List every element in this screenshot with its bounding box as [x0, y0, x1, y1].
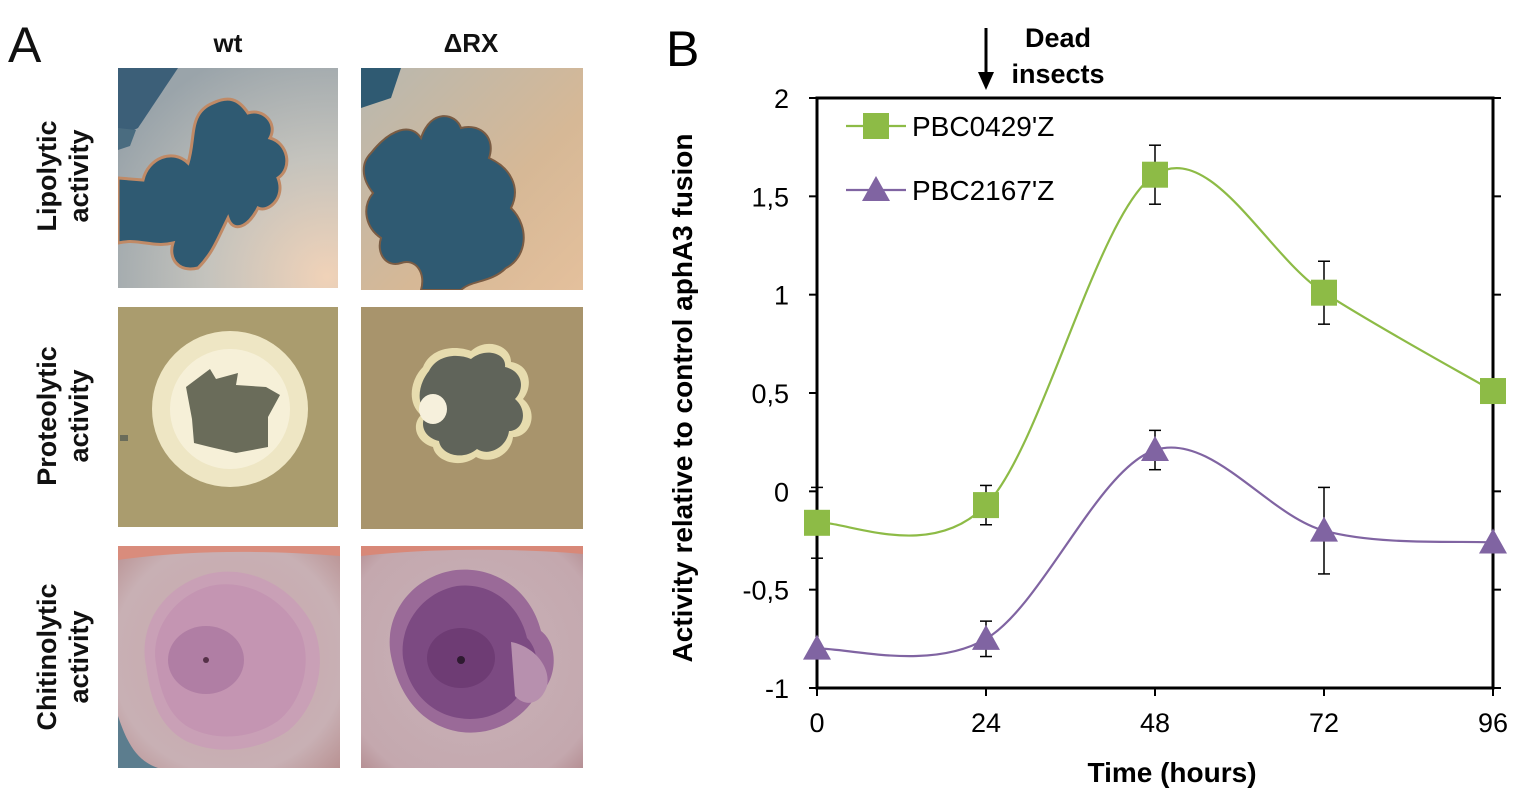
- row-label-chitinolytic: Chitinolytic activity: [31, 547, 95, 767]
- annotation-line1: Dead: [1025, 23, 1091, 53]
- photo-lipolytic-wt: [118, 68, 338, 288]
- series-1: [804, 144, 1506, 559]
- y-tick-label: 0: [774, 477, 789, 507]
- line-chart: B Dead insects -1 -0,5 0 0,5 1 1,5 2 0 24 48 72 96…: [666, 21, 1508, 788]
- data-point: [972, 624, 1000, 650]
- data-point: [1311, 279, 1337, 306]
- row-label-lipolytic-line1: Lipolytic: [32, 120, 62, 232]
- legend-item-2: PBC2167'Z: [846, 175, 1054, 206]
- legend: PBC0429'Z PBC2167'Z: [846, 111, 1054, 206]
- row-label-proteolytic-line2: activity: [64, 369, 94, 463]
- legend-item-1: PBC0429'Z: [846, 111, 1054, 142]
- legend-marker: [863, 113, 889, 139]
- row-label-chitinolytic-line2: activity: [64, 610, 94, 704]
- data-point: [1310, 516, 1338, 542]
- column-header-delta-rx: ΔRX: [443, 28, 499, 58]
- y-axis-ticks: -1 -0,5 0 0,5 1 1,5 2: [742, 84, 1501, 704]
- photo-lipolytic-delta-rx: [361, 68, 583, 290]
- y-tick-label: 1,5: [751, 182, 789, 212]
- data-point: [1480, 378, 1506, 405]
- y-tick-label: 2: [774, 84, 789, 114]
- data-point: [1142, 161, 1168, 188]
- row-label-lipolytic: Lipolytic activity: [31, 66, 95, 286]
- y-tick-label: -1: [765, 674, 789, 704]
- data-point: [803, 634, 831, 660]
- data-point: [973, 492, 999, 519]
- photo-chitinolytic-delta-rx: [361, 546, 583, 768]
- photo-chitinolytic-wt: [118, 546, 340, 768]
- legend-label: PBC0429'Z: [912, 111, 1054, 142]
- panel-b-letter: B: [666, 21, 699, 77]
- x-tick-label: 72: [1309, 708, 1339, 738]
- y-tick-label: 0,5: [751, 379, 789, 409]
- photo-proteolytic-delta-rx: [361, 307, 583, 529]
- panel-a-letter: A: [8, 17, 42, 73]
- row-label-proteolytic: Proteolytic activity: [31, 306, 95, 526]
- series-line: [816, 167, 1494, 537]
- x-tick-label: 0: [809, 708, 824, 738]
- x-tick-label: 48: [1140, 708, 1170, 738]
- photo-proteolytic-wt: [118, 307, 338, 527]
- row-label-lipolytic-line2: activity: [64, 129, 94, 223]
- annotation-line2: insects: [1011, 59, 1104, 89]
- y-axis-label: Activity relative to control aphA3 fusio…: [667, 134, 698, 663]
- series-2: [803, 429, 1507, 660]
- legend-label: PBC2167'Z: [912, 175, 1054, 206]
- x-tick-label: 24: [971, 708, 1001, 738]
- x-axis-ticks: 0 24 48 72 96: [809, 688, 1508, 738]
- annotation-arrow-head: [978, 72, 994, 90]
- row-label-chitinolytic-line1: Chitinolytic: [32, 583, 62, 731]
- x-axis-label: Time (hours): [1087, 757, 1256, 788]
- dead-insects-annotation: Dead insects: [978, 23, 1105, 90]
- data-point: [804, 509, 830, 536]
- y-tick-label: 1: [774, 281, 789, 311]
- x-tick-label: 96: [1478, 708, 1508, 738]
- series-layer: [803, 144, 1507, 660]
- data-point: [1479, 528, 1507, 554]
- series-line: [816, 446, 1494, 658]
- data-point: [1141, 436, 1169, 462]
- y-tick-label: -0,5: [742, 576, 789, 606]
- row-label-proteolytic-line1: Proteolytic: [32, 346, 62, 486]
- column-header-wt: wt: [213, 28, 243, 58]
- legend-marker: [862, 176, 890, 201]
